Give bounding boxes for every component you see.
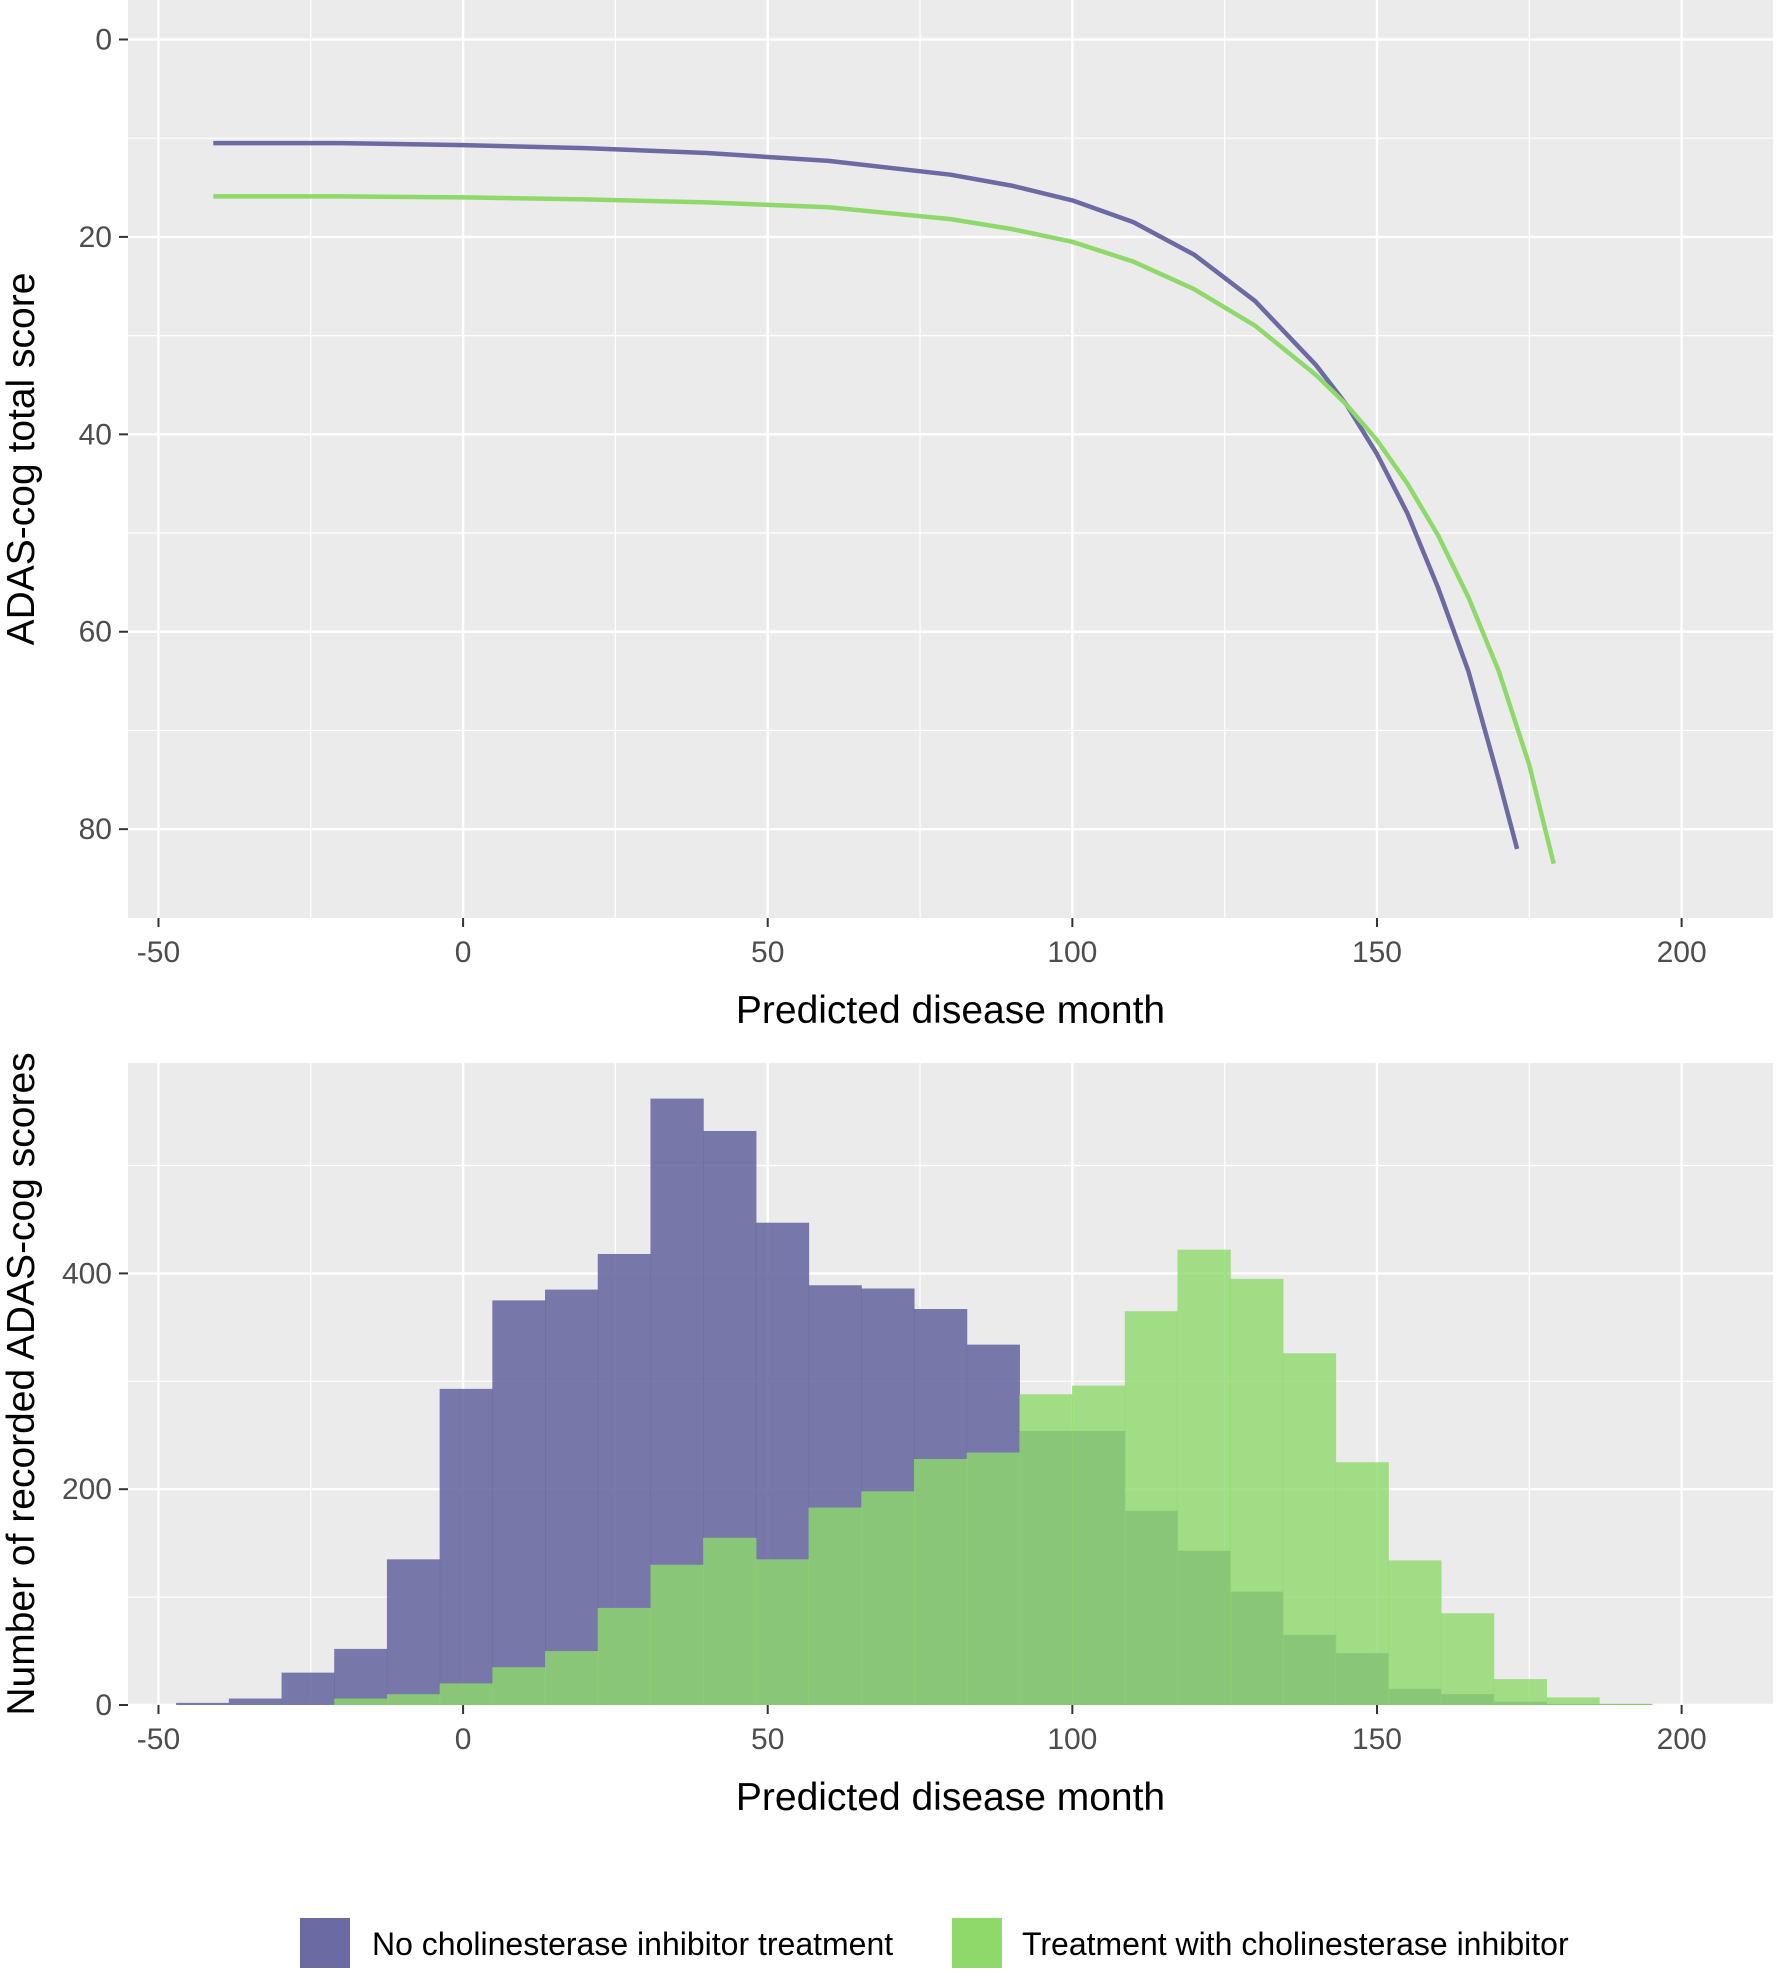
histogram-bar [228,1698,283,1705]
series-line-no-treatment [213,140,1520,850]
histogram-bar [492,1667,546,1705]
histogram-bar [1072,1385,1126,1705]
bottom-histogram-chart: -50 0 50 100 150 200 0 200 400 Predicted disease… [0,1052,1773,1819]
histogram-bar [1230,1278,1284,1705]
histogram-bar [1493,1679,1547,1705]
x-tick-label: 100 [1047,936,1097,969]
top-series-lines [213,140,1556,865]
x-tick-label: -50 [137,1723,180,1756]
x-tick-label: 200 [1657,1723,1707,1756]
histogram-bar [334,1698,388,1705]
legend-key-treatment [952,1918,1002,1968]
bottom-histogram-bars [176,1098,1653,1705]
top-line-chart: -50 0 50 100 150 200 0 20 40 60 80 Predicted disea… [0,0,1773,1032]
histogram-bar [545,1289,599,1705]
y-tick-label: 80 [79,813,112,846]
bottom-axes: -50 0 50 100 150 200 0 200 400 [62,1257,1707,1756]
x-tick-label: 50 [751,1723,784,1756]
x-tick-label: 100 [1047,1723,1097,1756]
y-tick-label: 20 [79,221,112,254]
histogram-bar [755,1559,810,1705]
histogram-bar [176,1702,230,1705]
x-tick-label: 0 [455,936,472,969]
histogram-bar [1019,1394,1073,1705]
histogram-bar [1546,1697,1600,1705]
top-axes: -50 0 50 100 150 200 0 20 40 60 80 [79,23,1707,969]
histogram-bar [808,1507,862,1705]
histogram-bar [1440,1613,1495,1705]
histogram-bar [439,1388,493,1705]
histogram-bar [1282,1353,1337,1705]
bars-treatment [334,1249,1653,1705]
y-tick-label: 200 [62,1473,112,1506]
histogram-bar [913,1458,968,1705]
x-tick-label: 0 [455,1723,472,1756]
top-gridlines [128,0,1773,929]
histogram-bar [1599,1703,1653,1705]
histogram-bar [650,1564,704,1705]
x-tick-label: 150 [1352,1723,1402,1756]
histogram-bar [861,1491,915,1705]
y-tick-label: 60 [79,616,112,649]
top-x-axis-title: Predicted disease month [736,989,1165,1032]
x-tick-label: -50 [137,936,180,969]
histogram-bar [386,1559,441,1705]
histogram-bar [597,1607,652,1705]
top-y-axis-title: ADAS-cog total score [0,273,43,646]
histogram-bar [1388,1560,1442,1705]
legend-key-no-treatment [300,1918,350,1968]
legend-label-no-treatment: No cholinesterase inhibitor treatment [372,1926,893,1962]
histogram-bar [1177,1249,1231,1705]
top-plot-panel [128,0,1773,918]
histogram-bar [439,1683,493,1705]
y-tick-label: 40 [79,418,112,451]
x-tick-label: 200 [1657,936,1707,969]
histogram-bar [334,1648,388,1705]
histogram-bar [966,1452,1020,1705]
x-tick-label: 150 [1352,936,1402,969]
legend: No cholinesterase inhibitor treatment Tr… [300,1918,1569,1968]
histogram-bar [492,1300,546,1705]
histogram-bar [545,1651,599,1705]
y-tick-label: 400 [62,1257,112,1290]
histogram-bar [386,1694,441,1705]
histogram-bar [281,1672,335,1705]
y-tick-label: 0 [95,1689,112,1722]
histogram-bar [1335,1462,1389,1705]
x-tick-label: 50 [751,936,784,969]
bottom-y-axis-title: Number of recorded ADAS-cog scores [0,1052,43,1715]
histogram-bar [1124,1311,1179,1705]
y-tick-label: 0 [95,23,112,56]
series-line-treatment [213,194,1556,865]
legend-label-treatment: Treatment with cholinesterase inhibitor [1022,1926,1569,1962]
bottom-x-axis-title: Predicted disease month [736,1776,1165,1819]
histogram-bar [703,1537,757,1705]
